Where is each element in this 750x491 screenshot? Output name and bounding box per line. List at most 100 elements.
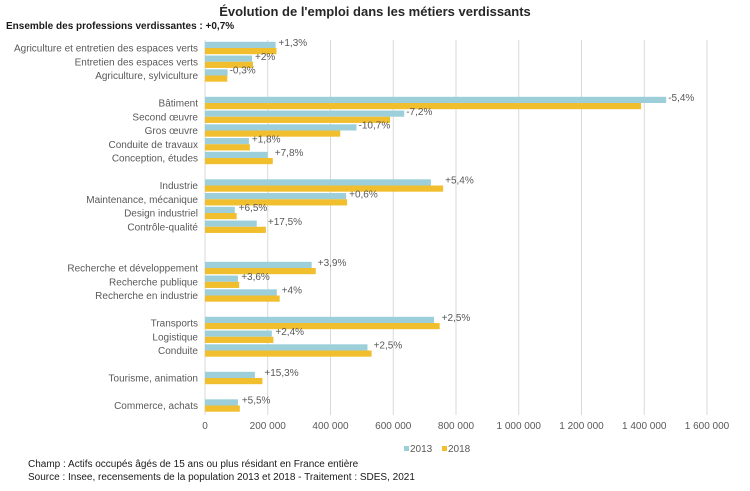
bar-2018 [205,378,263,385]
change-label: +3,6% [241,272,270,283]
bar-2018 [205,61,254,68]
x-tick-label: 0 [202,421,208,432]
bar-2013 [205,179,431,186]
x-tick-label: 1 200 000 [559,421,604,432]
bar-2018 [205,268,316,275]
bar-2018 [205,103,642,110]
note-champ: Champ : Actifs occupés âgés de 15 ans ou… [28,459,359,470]
change-label: +5,4% [445,176,474,187]
x-axis-ticks: 0 200 000 400 000 600 000 800 000 1 000 000 1 … [202,421,729,432]
legend: 2013 2018 [404,444,471,455]
bar-2013 [205,275,238,282]
note-source: Source : Insee, recensements de la popul… [28,472,415,483]
x-tick-label: 1 400 000 [622,421,667,432]
bar-2018 [205,75,228,82]
category-label: Tourisme, animation [109,374,198,385]
category-label: Conduite [158,346,198,357]
legend-label: 2013 [410,444,433,455]
bar-2018 [205,158,273,165]
bar-2018 [205,130,341,137]
category-label: Agriculture, sylviculture [95,71,198,82]
x-tick-label: 400 000 [312,421,349,432]
bar-2013 [205,330,272,337]
category-label: Commerce, achats [114,401,198,412]
category-label: Logistique [152,332,198,343]
change-label: +5,5% [242,396,271,407]
bar-2018 [205,116,391,123]
bar-2018 [205,350,372,357]
bar-2018 [205,144,250,151]
x-tick-label: 200 000 [250,421,287,432]
bar-2013 [205,124,357,131]
category-label: Conduite de travaux [108,140,198,151]
change-label: +17,5% [268,217,302,228]
bar-2013 [205,96,667,103]
bar-2018 [205,185,444,192]
chart-subtitle: Ensemble des professions verdissantes : … [6,21,235,32]
category-label: Industrie [160,181,199,192]
bar-2013 [205,55,253,62]
bar-2018 [205,213,237,220]
bar-2013 [205,69,228,76]
category-label: Agriculture et entretien des espaces ver… [14,44,198,55]
bar-2013 [205,206,235,213]
bar-2013 [205,316,435,323]
category-label: Recherche et développement [67,264,198,275]
category-label: Second œuvre [132,112,198,123]
bar-2018 [205,281,240,288]
bars [205,41,667,412]
change-label: +4% [282,286,302,297]
bar-2018 [205,295,280,302]
legend-label: 2018 [448,444,471,455]
bar-2018 [205,199,348,206]
change-label: +2,5% [374,341,403,352]
x-tick-label: 1 600 000 [685,421,730,432]
x-tick-label: 800 000 [438,421,475,432]
legend-swatch [404,446,409,451]
change-label: +2,4% [275,327,304,338]
change-label: +7,8% [275,148,304,159]
x-tick-label: 1 000 000 [497,421,542,432]
change-label: +1,8% [252,134,281,145]
bar-2013 [205,399,238,406]
chart-title: Évolution de l'emploi dans les métiers v… [219,4,531,19]
change-label: +6,5% [239,203,268,214]
category-label: Bâtiment [159,99,199,110]
bar-2013 [205,220,257,227]
change-label: -7,2% [406,107,432,118]
category-label: Maintenance, mécanique [86,195,198,206]
category-label: Recherche en industrie [95,291,198,302]
category-label: Gros œuvre [145,126,199,137]
bar-2013 [205,289,277,296]
bar-2018 [205,226,266,233]
bar-2013 [205,193,347,200]
x-tick-label: 600 000 [375,421,412,432]
category-label: Design industriel [124,209,198,220]
bar-2018 [205,48,277,55]
change-label: -0,3% [230,66,256,77]
change-label: +3,9% [318,258,347,269]
category-labels: Agriculture et entretien des espaces ver… [14,44,198,413]
change-label: +15,3% [264,368,298,379]
change-label: +2,5% [442,313,471,324]
change-label: -5,4% [668,93,694,104]
legend-swatch [442,446,447,451]
change-label: -10,7% [359,121,391,132]
bar-2013 [205,151,268,158]
category-label: Transports [151,319,198,330]
bar-2013 [205,138,249,145]
change-label: +0,6% [349,189,378,200]
change-label: +2% [255,52,275,63]
bar-2018 [205,405,240,412]
bar-2013 [205,261,312,268]
category-label: Contrôle-qualité [127,222,198,233]
category-label: Entretien des espaces verts [75,57,198,68]
category-label: Conception, études [112,154,198,165]
category-label: Recherche publique [109,277,198,288]
bar-2013 [205,110,405,117]
value-labels: +1,3% +2% -0,3% -5,4% -7,2% -10,7% +1,8% +7,8% +… [230,38,695,407]
bar-2013 [205,344,368,351]
bar-2013 [205,41,276,48]
bar-2018 [205,336,274,343]
